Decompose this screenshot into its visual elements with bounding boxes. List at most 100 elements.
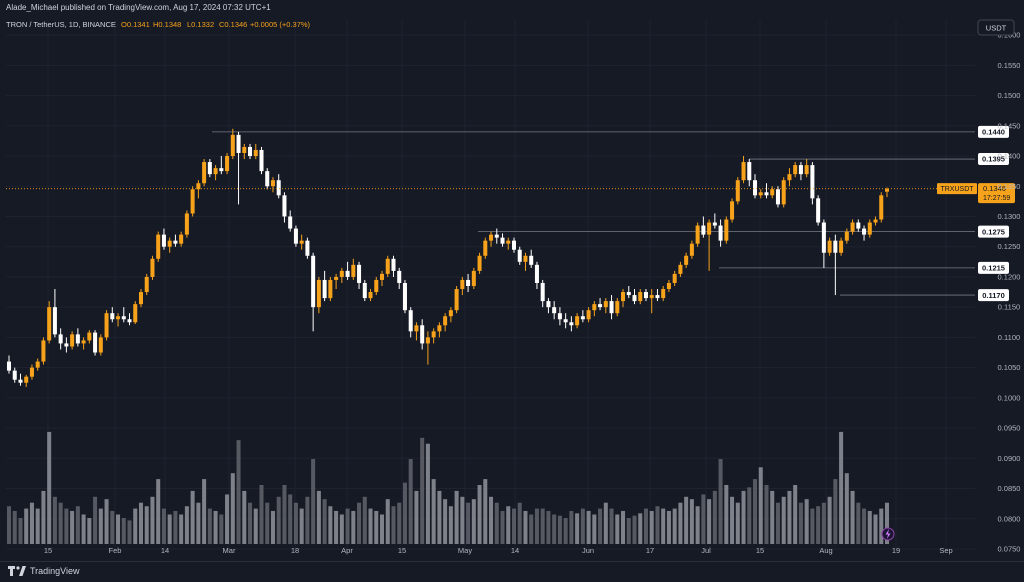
symbol-tag-label: TRXUSDT: [940, 186, 974, 193]
price-tick-label: 0.1400: [998, 152, 1021, 161]
level-lines: 0.1440 0.1395 0.1275 0.1215 0.1170: [212, 125, 1009, 302]
candle-body: [425, 337, 430, 344]
tradingview-logo[interactable]: TradingView: [8, 566, 80, 576]
level-price-label: 0.1440: [982, 128, 1005, 137]
price-tick-label: 0.1550: [998, 61, 1021, 70]
volume-bar: [672, 508, 677, 544]
candle-body: [695, 225, 700, 244]
candle-body: [787, 174, 792, 181]
volume-bar: [391, 506, 396, 544]
time-axis[interactable]: 15 Feb 14 Mar 18 Apr 15 May 14 Jun 17 Jul 15 Aug 19 Sep: [44, 546, 953, 555]
volume-bar: [821, 502, 826, 544]
symbol-info-line: TRON / TetherUS, 1D, BINANCE O0.1341 H0.…: [6, 20, 311, 29]
ohlc-change: +0.0005 (+0.37%): [250, 20, 311, 29]
volume-bar: [408, 459, 413, 544]
volume-bar: [276, 496, 281, 544]
volume-bar: [598, 508, 603, 544]
volume-bar: [707, 499, 712, 544]
candle-body: [58, 334, 63, 344]
volume-bar: [196, 502, 201, 544]
volume-bar: [339, 514, 344, 544]
volume-bar: [529, 514, 534, 544]
time-tick-label: 15: [756, 546, 764, 555]
candle-body: [643, 292, 648, 299]
volume-bar: [764, 485, 769, 544]
volume-bar: [724, 485, 729, 544]
candle-body: [110, 313, 115, 320]
last-price-label: 0.1346: [983, 184, 1006, 193]
volume-bar: [345, 508, 350, 544]
candle-body: [489, 234, 494, 241]
volume-bar: [368, 508, 373, 544]
level-price-box: [978, 225, 1009, 238]
candle-body: [781, 180, 786, 205]
candle-body: [24, 376, 29, 383]
volume-bar: [328, 506, 333, 544]
time-tick-label: 14: [161, 546, 169, 555]
candle-body: [775, 189, 780, 205]
price-tick-label: 0.1150: [998, 303, 1020, 312]
candle-body: [552, 307, 557, 314]
candle-body: [230, 134, 235, 157]
candle-body: [18, 379, 23, 383]
candle-body: [632, 295, 637, 302]
volume-bars: [6, 431, 890, 544]
candle-body: [649, 295, 654, 299]
volume-bar: [282, 485, 287, 544]
candle-body: [253, 149, 258, 157]
volume-bar: [655, 506, 660, 544]
candle-body: [52, 307, 57, 335]
volume-bar: [844, 473, 849, 544]
candle-body: [133, 304, 138, 323]
volume-bar: [379, 514, 385, 544]
volume-bar: [460, 496, 465, 544]
volume-bar: [104, 499, 109, 544]
candle-body: [500, 237, 505, 244]
volume-bar: [580, 508, 585, 544]
candle-body: [609, 301, 614, 314]
time-tick-label: 15: [398, 546, 406, 555]
time-tick-label: Feb: [109, 546, 122, 555]
volume-bar: [150, 496, 155, 544]
currency-button[interactable]: USDT: [977, 19, 1015, 36]
candle-body: [437, 325, 442, 332]
lightning-icon[interactable]: [881, 527, 895, 541]
volume-bar: [374, 510, 379, 544]
candle-body: [391, 258, 396, 271]
footer-bar: TradingView: [0, 561, 1024, 582]
volume-bar: [58, 502, 63, 544]
time-tick-label: Aug: [819, 546, 832, 555]
candle-body: [270, 180, 275, 187]
candle-body: [712, 222, 717, 226]
volume-bar: [689, 499, 694, 544]
candle-body: [701, 225, 706, 235]
candle-body: [638, 292, 643, 302]
candle-body: [98, 337, 103, 353]
volume-bar: [357, 502, 362, 544]
level-price-box: [978, 153, 1009, 166]
volume-bar: [735, 502, 740, 544]
candle-body: [586, 310, 591, 320]
symbol-name: TRON / TetherUS, 1D, BINANCE: [6, 20, 116, 29]
candle-body: [707, 222, 712, 235]
volume-bar: [41, 490, 46, 544]
volume-bar: [29, 502, 34, 544]
volume-bar: [414, 490, 419, 544]
volume-bar: [402, 482, 407, 544]
volume-bar: [116, 514, 121, 544]
candle-body: [511, 240, 517, 250]
candle-body: [770, 189, 775, 196]
candle-body: [225, 156, 230, 172]
candle-body: [190, 189, 195, 214]
volume-bar: [253, 508, 258, 544]
volume-bar: [213, 510, 218, 544]
candle-body: [104, 313, 109, 338]
time-tick-label: Apr: [341, 546, 353, 555]
volume-bar: [747, 487, 752, 544]
grid-lines: [6, 20, 975, 552]
volume-bar: [816, 506, 821, 544]
candle-body: [821, 222, 826, 253]
level-price-box: [978, 261, 1009, 274]
candle-body: [563, 319, 568, 323]
